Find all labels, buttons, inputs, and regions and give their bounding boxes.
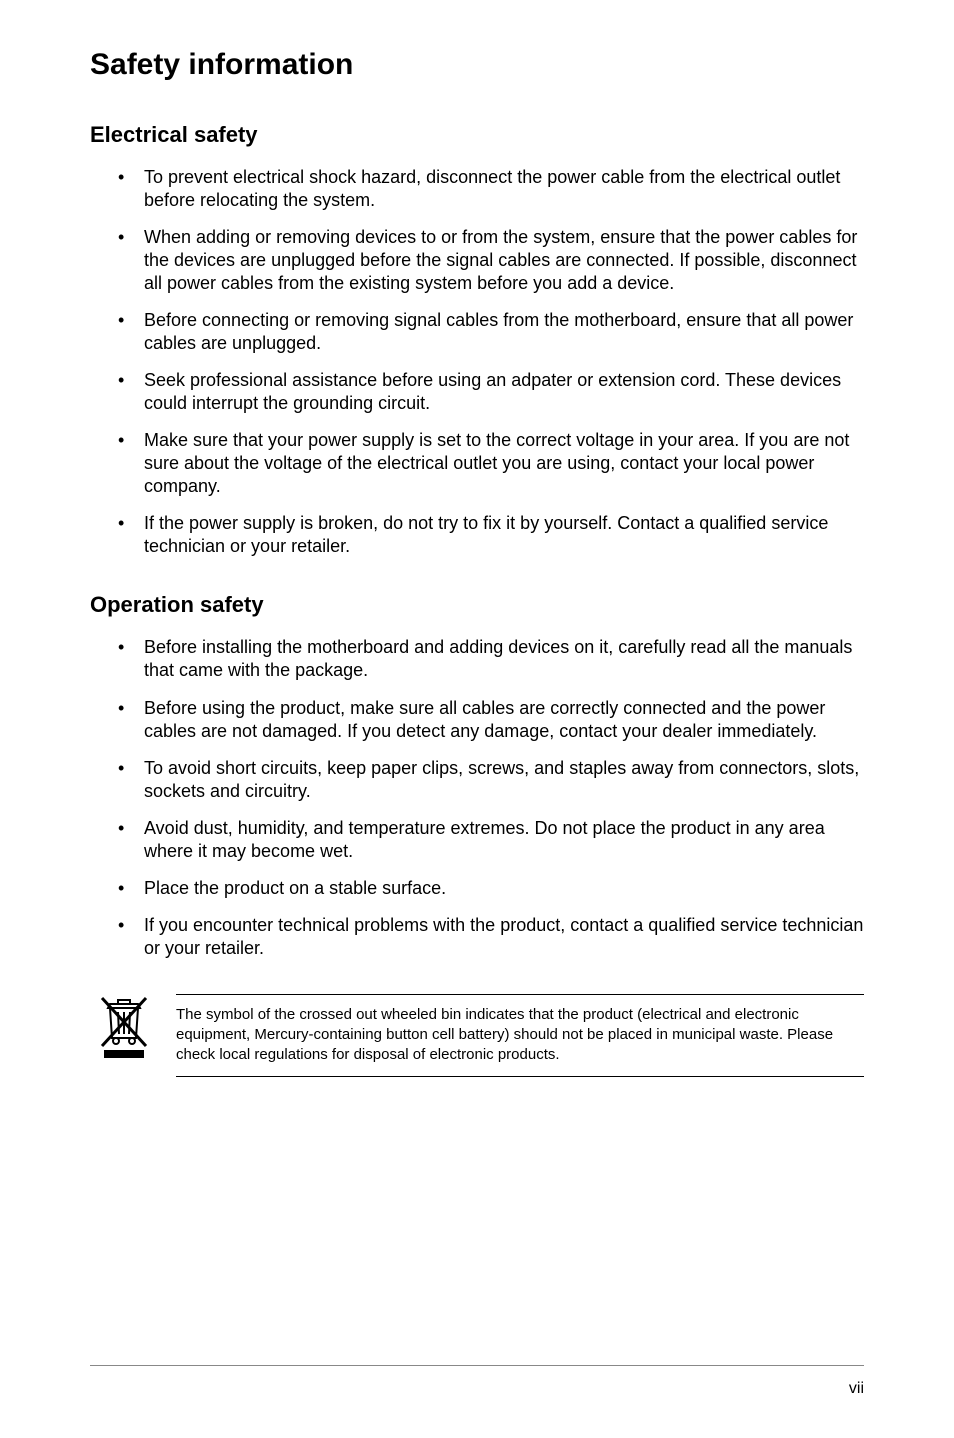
- electrical-safety-list: To prevent electrical shock hazard, disc…: [90, 166, 864, 558]
- list-item: Before installing the motherboard and ad…: [118, 636, 864, 682]
- note-text-container: The symbol of the crossed out wheeled bi…: [176, 994, 864, 1077]
- note-text: The symbol of the crossed out wheeled bi…: [176, 1005, 864, 1066]
- list-item: Before connecting or removing signal cab…: [118, 309, 864, 355]
- weee-crossed-bin-icon: [96, 994, 152, 1060]
- operation-safety-list: Before installing the motherboard and ad…: [90, 636, 864, 959]
- list-item: When adding or removing devices to or fr…: [118, 226, 864, 295]
- list-item: Seek professional assistance before usin…: [118, 369, 864, 415]
- page-number: vii: [849, 1380, 864, 1398]
- document-page: Safety information Electrical safety To …: [0, 0, 954, 1438]
- footer-rule: [90, 1365, 864, 1366]
- list-item: Make sure that your power supply is set …: [118, 429, 864, 498]
- disposal-note: The symbol of the crossed out wheeled bi…: [90, 994, 864, 1077]
- section-heading-electrical: Electrical safety: [90, 122, 864, 148]
- list-item: If you encounter technical problems with…: [118, 914, 864, 960]
- section-heading-operation: Operation safety: [90, 592, 864, 618]
- list-item: To avoid short circuits, keep paper clip…: [118, 757, 864, 803]
- list-item: If the power supply is broken, do not tr…: [118, 512, 864, 558]
- list-item: Place the product on a stable surface.: [118, 877, 864, 900]
- list-item: To prevent electrical shock hazard, disc…: [118, 166, 864, 212]
- page-title: Safety information: [90, 48, 864, 82]
- list-item: Avoid dust, humidity, and temperature ex…: [118, 817, 864, 863]
- list-item: Before using the product, make sure all …: [118, 697, 864, 743]
